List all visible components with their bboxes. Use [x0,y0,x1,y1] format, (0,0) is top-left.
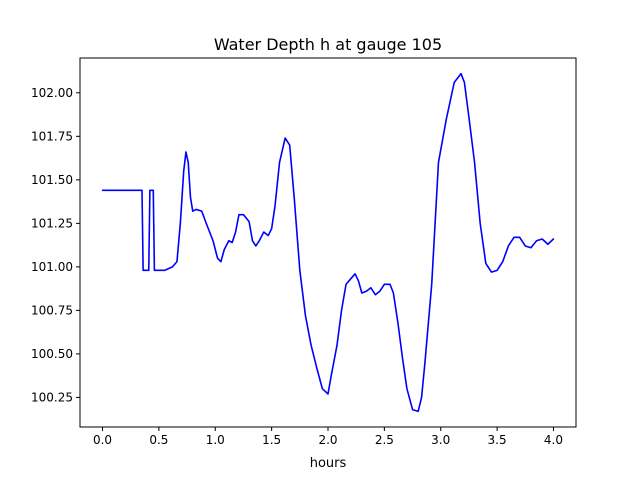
x-tick-label: 3.0 [431,433,450,447]
chart-title: Water Depth h at gauge 105 [214,35,442,54]
x-tick-label: 2.5 [375,433,394,447]
x-tick-label: 2.0 [318,433,337,447]
x-tick-label: 4.0 [544,433,563,447]
y-axis: 100.25 100.50 100.75 101.00 101.25 101.50 101.… [31,86,80,404]
y-tick-label: 101.00 [31,260,73,274]
x-tick-label: 1.0 [206,433,225,447]
x-tick-label: 0.0 [93,433,112,447]
y-tick-label: 101.75 [31,129,73,143]
series-line-0 [101,72,555,413]
y-tick-label: 100.75 [31,303,73,317]
y-tick-label: 101.50 [31,173,73,187]
x-tick-label: 3.5 [488,433,507,447]
y-tick-label: 101.25 [31,216,73,230]
y-tick-label: 102.00 [31,86,73,100]
x-axis: 0.0 0.5 1.0 1.5 2.0 2.5 3.0 3.5 4.0 [93,427,563,447]
y-tick-label: 100.25 [31,390,73,404]
x-tick-label: 1.5 [262,433,281,447]
plot-area [101,72,555,413]
y-tick-label: 100.50 [31,347,73,361]
x-tick-label: 0.5 [149,433,168,447]
x-axis-label: hours [310,456,347,471]
